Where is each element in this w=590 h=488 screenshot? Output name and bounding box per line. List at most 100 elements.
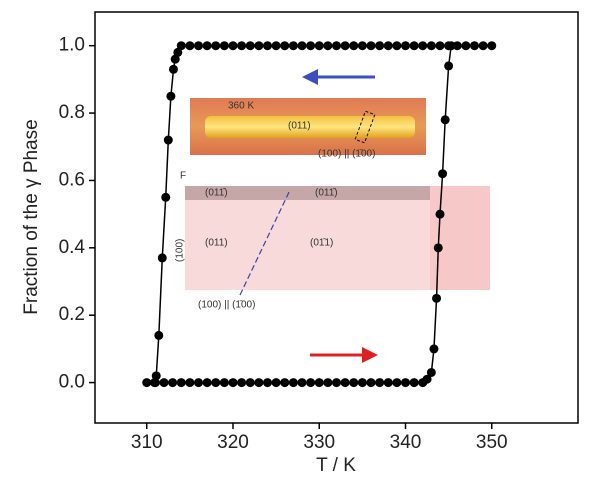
y-tick-label: 0.2 xyxy=(59,304,85,325)
data-point xyxy=(444,61,453,70)
y-tick-label: 0.4 xyxy=(59,237,86,258)
data-point xyxy=(418,41,427,50)
data-point xyxy=(211,378,220,387)
data-point xyxy=(410,378,419,387)
data-point xyxy=(436,41,445,50)
data-point xyxy=(392,378,401,387)
data-point xyxy=(194,378,203,387)
y-tick-label: 0.8 xyxy=(59,102,85,123)
data-point xyxy=(441,115,450,124)
data-point xyxy=(298,41,307,50)
y-tick-label: 1.0 xyxy=(59,35,85,56)
data-point xyxy=(306,378,315,387)
x-tick-label: 330 xyxy=(303,432,335,453)
data-point xyxy=(427,368,436,377)
data-point xyxy=(470,41,479,50)
data-point xyxy=(237,41,246,50)
data-point xyxy=(280,378,289,387)
y-axis-label: Fraction of the γ Phase xyxy=(21,119,42,314)
data-point xyxy=(254,41,263,50)
data-point xyxy=(453,41,462,50)
data-point xyxy=(289,378,298,387)
data-point xyxy=(444,41,453,50)
annotation: F xyxy=(180,171,186,182)
annotation: (011) xyxy=(205,238,228,249)
data-point xyxy=(254,378,263,387)
data-point xyxy=(171,55,180,64)
data-point xyxy=(229,41,238,50)
data-point xyxy=(203,41,212,50)
data-point xyxy=(142,378,151,387)
data-point xyxy=(237,378,246,387)
data-point xyxy=(185,378,194,387)
x-tick-label: 310 xyxy=(131,432,163,453)
data-point xyxy=(432,294,441,303)
data-point xyxy=(367,378,376,387)
inset-structure xyxy=(185,186,490,295)
data-point xyxy=(306,41,315,50)
data-point xyxy=(289,41,298,50)
data-point xyxy=(263,378,272,387)
data-point xyxy=(160,378,169,387)
annotation: (01̄1) xyxy=(310,238,333,249)
data-point xyxy=(410,41,419,50)
data-point xyxy=(358,378,367,387)
data-point xyxy=(211,41,220,50)
data-point xyxy=(438,169,447,178)
data-point xyxy=(169,65,178,74)
data-point xyxy=(154,331,163,340)
x-tick-label: 320 xyxy=(217,432,249,453)
annotation: (100) || (1̄00) xyxy=(198,300,255,311)
data-point xyxy=(323,41,332,50)
data-point xyxy=(461,41,470,50)
data-point xyxy=(158,253,167,262)
data-point xyxy=(384,378,393,387)
x-tick-label: 350 xyxy=(476,432,508,453)
data-point xyxy=(375,41,384,50)
data-point xyxy=(332,378,341,387)
data-point xyxy=(229,378,238,387)
x-axis-label: T / K xyxy=(316,455,356,476)
data-point xyxy=(164,136,173,145)
data-point xyxy=(298,378,307,387)
data-point xyxy=(436,210,445,219)
data-point xyxy=(185,41,194,50)
data-point xyxy=(194,41,203,50)
data-point xyxy=(427,41,436,50)
data-point xyxy=(263,41,272,50)
data-point xyxy=(434,243,443,252)
data-point xyxy=(203,378,212,387)
data-point xyxy=(487,41,496,50)
data-point xyxy=(429,344,438,353)
data-point xyxy=(479,41,488,50)
data-point xyxy=(358,41,367,50)
annotation: 360 K xyxy=(228,101,254,112)
data-point xyxy=(349,378,358,387)
data-point xyxy=(220,378,229,387)
x-tick-label: 340 xyxy=(390,432,422,453)
data-point xyxy=(166,92,175,101)
data-point xyxy=(220,41,229,50)
data-point xyxy=(315,378,324,387)
data-point xyxy=(332,41,341,50)
data-point xyxy=(272,41,281,50)
data-point xyxy=(272,378,281,387)
annotation: (011) xyxy=(288,121,311,132)
cooling-arrow xyxy=(302,69,375,85)
annotation: (011̄) xyxy=(205,188,228,199)
chart: T / K Fraction of the γ Phase 310 320 330 3… xyxy=(0,0,590,488)
data-point xyxy=(161,193,170,202)
heating-arrow xyxy=(310,347,378,363)
data-point xyxy=(401,378,410,387)
data-point xyxy=(384,41,393,50)
data-point xyxy=(341,41,350,50)
annotation: (100) xyxy=(175,239,186,262)
data-point xyxy=(323,378,332,387)
data-point xyxy=(177,378,186,387)
data-point xyxy=(246,378,255,387)
data-point xyxy=(367,41,376,50)
annotation: (100) || (1̄00) xyxy=(318,149,375,160)
annotation: (011̄) xyxy=(315,188,338,199)
data-point xyxy=(315,41,324,50)
data-point xyxy=(349,41,358,50)
